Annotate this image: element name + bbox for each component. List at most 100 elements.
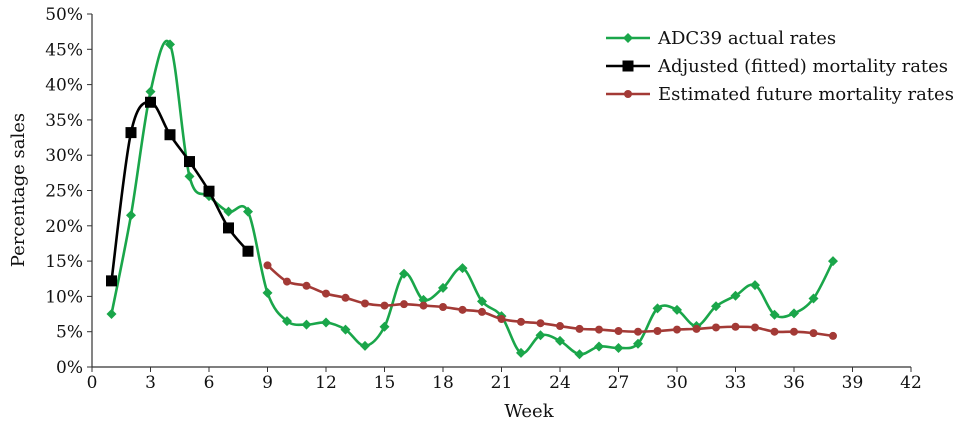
data-point	[400, 300, 408, 309]
data-point	[536, 319, 545, 328]
data-point	[770, 327, 779, 336]
data-point	[750, 280, 760, 291]
x-tick-label: 33	[725, 373, 747, 393]
x-tick-label: 30	[666, 373, 688, 393]
data-point	[517, 317, 525, 326]
data-point	[282, 316, 292, 327]
data-point	[829, 331, 837, 340]
data-point	[301, 319, 312, 330]
data-point	[458, 305, 467, 314]
y-tick-label: 5%	[56, 323, 83, 343]
x-tick-label: 21	[491, 373, 513, 393]
x-axis-title: Week	[504, 401, 554, 422]
data-point	[574, 349, 585, 360]
data-point	[283, 277, 291, 286]
data-point	[165, 39, 175, 50]
x-tick-label: 3	[145, 373, 156, 393]
data-point	[418, 294, 429, 305]
series-1	[106, 39, 838, 360]
series-line	[266, 264, 834, 338]
legend-item: Estimated future mortality rates	[606, 84, 954, 105]
data-point	[516, 347, 526, 358]
legend-marker	[622, 60, 634, 72]
data-point	[673, 325, 681, 334]
data-point	[126, 210, 136, 221]
y-tick-label: 30%	[45, 146, 83, 166]
data-point	[613, 342, 624, 353]
data-point	[379, 321, 390, 332]
x-tick-label: 24	[549, 373, 571, 393]
data-point	[263, 261, 272, 270]
x-tick-label: 6	[204, 373, 215, 393]
data-point	[497, 314, 506, 323]
data-point	[653, 326, 662, 335]
x-tick-label: 18	[432, 373, 454, 393]
legend-label: Estimated future mortality rates	[658, 84, 954, 105]
x-tick-label: 27	[608, 373, 630, 393]
data-point	[555, 335, 565, 346]
data-point	[341, 293, 350, 302]
legend-marker	[624, 90, 632, 98]
data-point	[595, 325, 603, 334]
data-point	[556, 322, 564, 331]
x-tick-label: 0	[87, 373, 98, 393]
data-point	[203, 185, 215, 197]
data-point	[575, 324, 584, 333]
data-point	[360, 340, 370, 351]
data-point	[594, 341, 604, 352]
data-point	[243, 206, 253, 217]
data-point	[808, 293, 819, 304]
y-tick-label: 40%	[45, 76, 83, 96]
series-3	[263, 261, 837, 340]
data-point	[184, 171, 195, 182]
data-point	[242, 245, 254, 257]
data-point	[769, 309, 780, 320]
data-point	[223, 222, 234, 234]
y-tick-label: 0%	[56, 358, 83, 378]
data-point	[614, 326, 623, 335]
data-point	[672, 304, 682, 315]
data-point	[125, 127, 137, 139]
series-layer	[106, 39, 838, 360]
data-point	[106, 309, 117, 320]
data-point	[652, 303, 663, 314]
y-tick-label: 25%	[45, 182, 83, 202]
data-point	[419, 301, 428, 310]
data-point	[145, 86, 156, 97]
data-point	[223, 206, 234, 217]
data-point	[790, 327, 798, 336]
data-point	[692, 324, 701, 333]
legend-item: Adjusted (fitted) mortality rates	[606, 56, 948, 77]
x-tick-label: 42	[900, 373, 922, 393]
x-tick-label: 15	[374, 373, 396, 393]
x-tick-label: 9	[262, 373, 273, 393]
data-point	[302, 281, 311, 290]
y-tick-label: 20%	[45, 217, 83, 237]
legend-label: Adjusted (fitted) mortality rates	[657, 56, 948, 77]
y-tick-label: 35%	[45, 111, 83, 131]
data-point	[633, 338, 643, 349]
data-point	[184, 156, 195, 168]
y-tick-label: 50%	[45, 5, 83, 25]
data-point	[399, 268, 409, 279]
legend-item: ADC39 actual rates	[606, 28, 836, 49]
legend: ADC39 actual rates Adjusted (fitted) mort…	[606, 28, 954, 105]
data-point	[789, 308, 799, 319]
y-tick-label: 10%	[45, 287, 83, 307]
y-tick-label: 45%	[45, 40, 83, 60]
axes: 0%5%10%15%20%25%30%35%40%45%50%0 3 6 9 12 15 1…	[45, 5, 922, 393]
data-point	[380, 301, 389, 310]
data-point	[322, 289, 330, 298]
data-point	[262, 287, 273, 298]
data-point	[106, 275, 117, 287]
data-point	[711, 301, 721, 312]
data-point	[809, 329, 818, 338]
data-point	[731, 322, 740, 331]
data-point	[145, 96, 156, 108]
data-point	[361, 299, 369, 308]
data-point	[634, 327, 642, 336]
data-point	[535, 330, 546, 341]
x-tick-label: 36	[783, 373, 805, 393]
data-point	[828, 256, 838, 267]
